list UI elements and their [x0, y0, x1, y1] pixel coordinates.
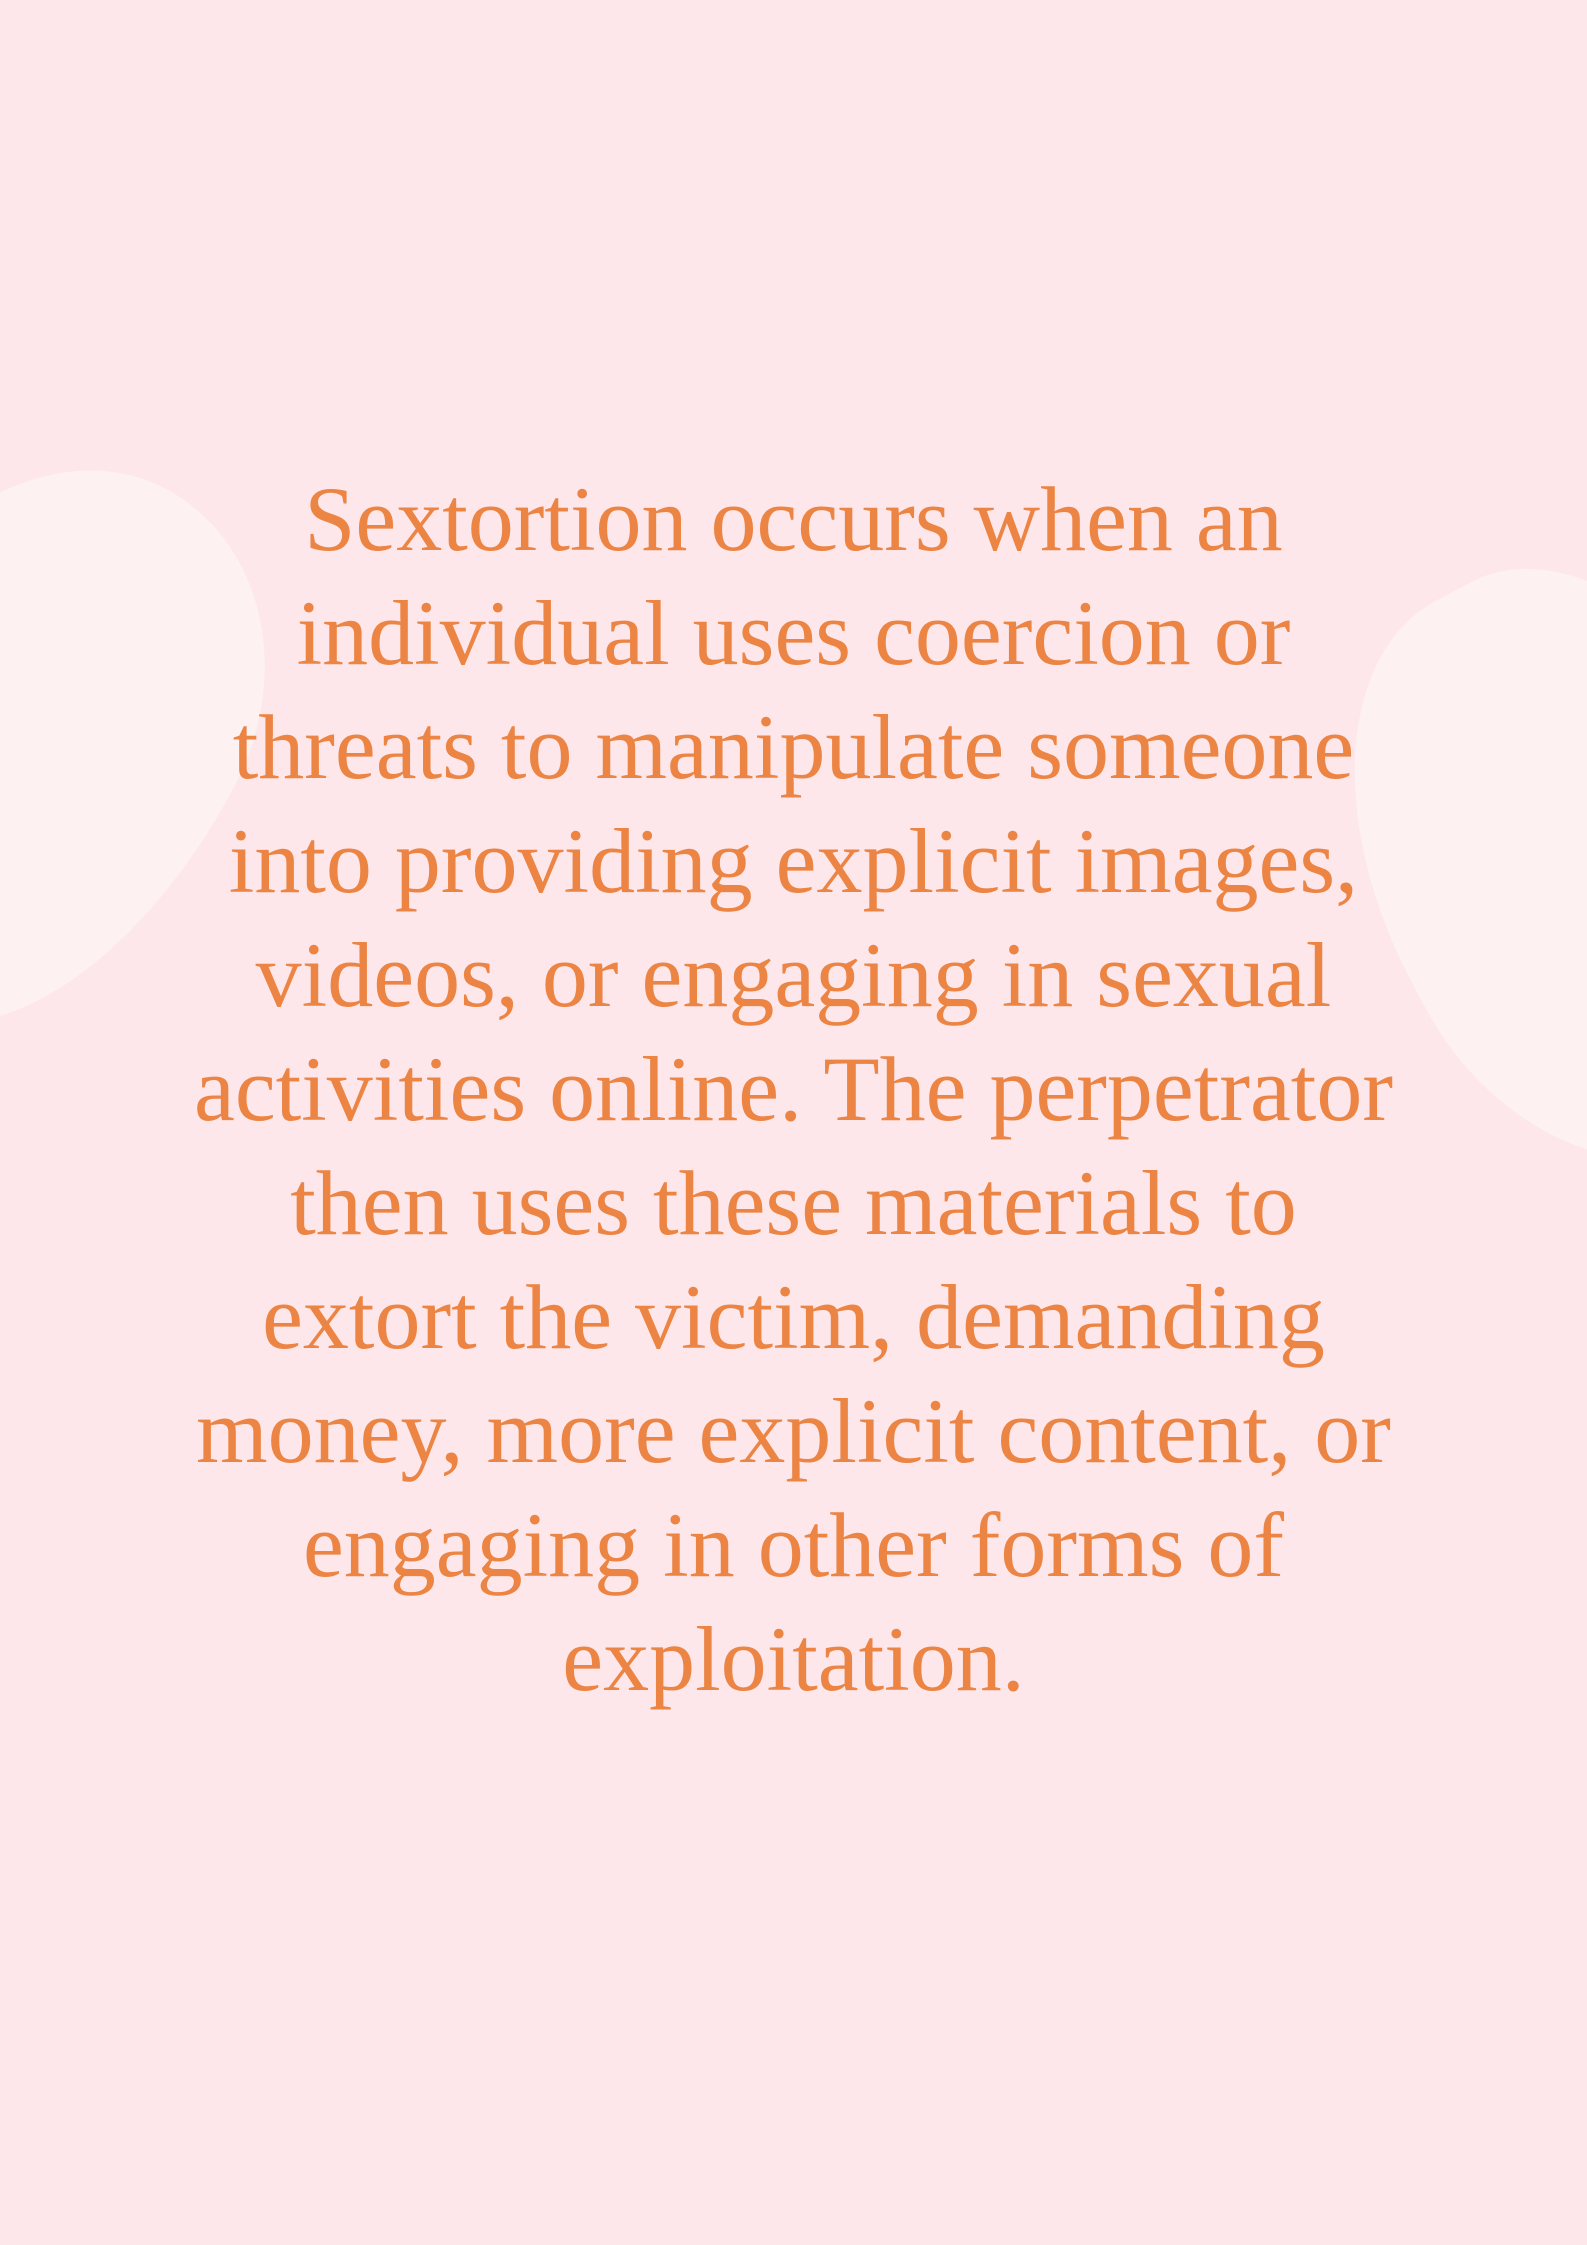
- body-paragraph: Sextortion occurs when an individual use…: [194, 468, 1393, 1710]
